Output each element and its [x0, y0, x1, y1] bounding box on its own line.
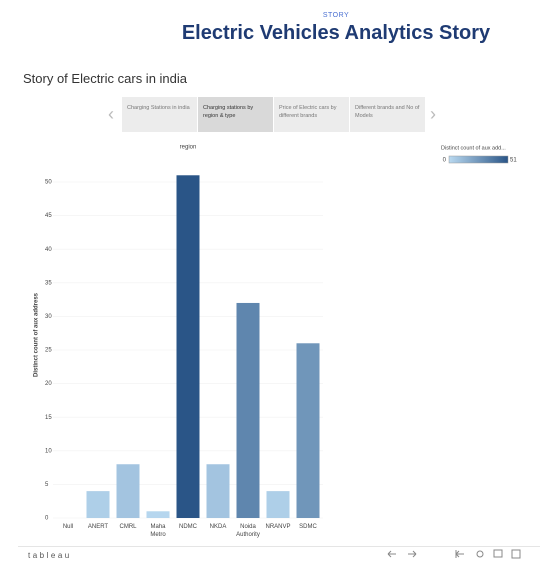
toolbar-icons	[387, 549, 521, 559]
revert-icon[interactable]	[455, 550, 464, 558]
story-tabs: Charging Stations in india Charging stati…	[122, 97, 426, 132]
story-kicker: STORY	[322, 12, 350, 19]
bar	[86, 491, 110, 518]
bar	[236, 302, 260, 518]
legend-title: Distinct count of aux add...	[441, 145, 506, 151]
y-tick-label: 10	[45, 448, 52, 454]
bar	[296, 343, 320, 518]
x-tick-label: NDMC	[179, 524, 197, 530]
y-axis-title: Distinct count of aux address	[34, 292, 40, 377]
bar	[176, 175, 200, 518]
undo-icon[interactable]	[387, 550, 396, 558]
bar	[146, 511, 170, 518]
story-title: Electric Vehicles Analytics Story	[181, 22, 491, 44]
fullscreen-icon[interactable]	[511, 549, 521, 559]
next-arrow[interactable]: ›	[430, 104, 436, 124]
x-tick-label: CMRL	[119, 524, 137, 530]
x-tick-label: Noida Authority	[236, 524, 260, 538]
bar	[206, 464, 230, 518]
x-axis-title: region	[180, 145, 197, 151]
bar	[266, 491, 290, 518]
download-icon[interactable]	[493, 549, 503, 558]
y-tick-label: 30	[45, 314, 52, 320]
story-tab[interactable]: Charging Stations in india	[122, 97, 198, 132]
redo-icon[interactable]	[408, 550, 417, 558]
story-tab[interactable]: Charging stations by region & type	[198, 97, 274, 132]
x-tick-label: Maha Metro	[150, 524, 166, 538]
y-tick-label: 15	[45, 415, 52, 421]
prev-arrow[interactable]: ‹	[108, 104, 114, 124]
legend-min: 0	[443, 158, 447, 164]
x-tick-label: ANERT	[87, 524, 109, 530]
y-tick-label: 50	[45, 180, 52, 186]
story-tab[interactable]: Price of Electric cars by different bran…	[274, 97, 350, 132]
story-tab[interactable]: Different brands and No of Models	[350, 97, 426, 132]
legend-ramp	[448, 155, 509, 164]
y-tick-label: 25	[45, 348, 52, 354]
x-tick-label: NKDA	[209, 524, 227, 530]
y-tick-label: 20	[45, 381, 52, 387]
x-tick-label: SDMC	[299, 524, 317, 530]
x-tick-label: NRANVP	[265, 524, 291, 530]
y-tick-label: 40	[45, 247, 52, 253]
footer-bar	[18, 546, 540, 563]
story-subtitle: Story of Electric cars in india	[23, 71, 188, 86]
legend-max: 51	[510, 158, 517, 164]
y-tick-label: 45	[45, 213, 52, 219]
y-tick-label: 5	[45, 482, 49, 488]
bar	[116, 464, 140, 518]
tableau-logo[interactable]: tableau	[28, 551, 72, 560]
share-icon[interactable]	[476, 550, 484, 558]
y-tick-label: 35	[45, 280, 52, 286]
x-tick-label: Null	[62, 524, 74, 530]
y-tick-label: 0	[45, 516, 49, 522]
